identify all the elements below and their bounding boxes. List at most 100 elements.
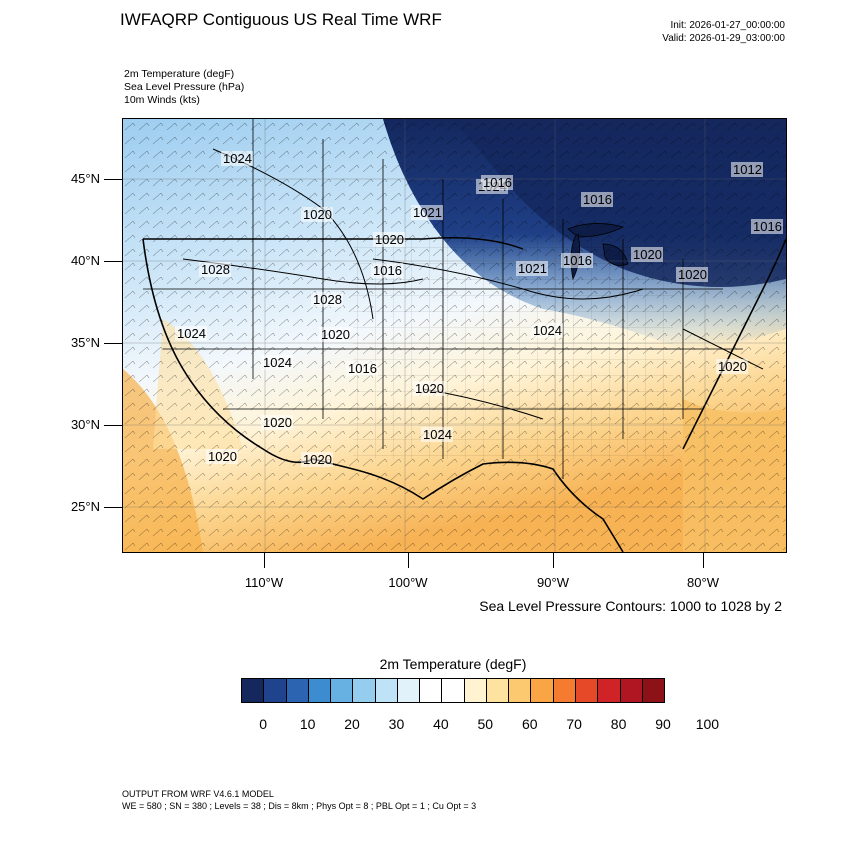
pressure-label: 1020 [263,415,292,430]
lon-tick [408,552,409,568]
pressure-label: 1028 [201,262,230,277]
colorbar-swatch [642,679,665,702]
pressure-label-bg [413,381,445,396]
pressure-label: 1020 [718,359,747,374]
colorbar-swatch [308,679,332,702]
colorbar-tick-label: 30 [388,716,405,732]
model-config: WE = 580 ; SN = 380 ; Levels = 38 ; Dis … [122,801,477,811]
pressure-label-bg [531,323,563,338]
lon-tick [703,552,704,568]
lat-label-30: 30°N [70,417,100,432]
pressure-label: 1016 [563,253,592,268]
pressure-label: 1024 [533,323,562,338]
pressure-label: 1020 [375,232,404,247]
lat-tick [104,425,122,426]
field-pressure: Sea Level Pressure (hPa) [124,81,245,93]
colorbar-title: 2m Temperature (degF) [379,656,527,672]
colorbar-swatch [420,679,443,702]
pressure-label: 1016 [348,361,377,376]
pressure-labels: 1024 1020 1021 1024 1016 1020 1016 1012 1016 1020… [175,151,783,467]
pressure-label-bg [731,162,763,177]
colorbar-swatch [464,679,487,702]
pressure-label-bg [516,261,548,276]
pressure-label: 1016 [373,263,402,278]
colorbar-tick-label: 10 [299,716,316,732]
colorbar-tick-label: 70 [566,716,582,732]
colorbar-swatch [486,679,510,702]
colorbar-swatch [553,679,576,702]
field-temperature: 2m Temperature (degF) [124,68,235,80]
pressure-label: 1016 [753,219,782,234]
pressure-label: 1028 [313,292,342,307]
pressure-label: 1020 [303,207,332,222]
pressure-label-bg [581,192,613,207]
pressure-label: 1021 [413,205,442,220]
colorbar-swatch [286,679,309,702]
pressure-label: 1024 [177,326,206,341]
pressure-label: 1024 [263,355,292,370]
pressure-label-bg [346,361,378,376]
pressure-label: 1020 [303,452,332,467]
pressure-label-bg [311,292,343,307]
pressure-label: 1016 [583,192,612,207]
field-winds: 10m Winds (kts) [124,94,200,106]
pressure-label: 1020 [321,327,350,342]
lon-label-90: 90°W [537,575,569,590]
pressure-label-bg [175,326,207,341]
colorbar-swatch [509,679,532,702]
colorbar-tick-label: 0 [259,716,268,732]
pressure-label-bg [631,247,663,262]
pressure-label-bg [411,205,443,220]
graticule [123,119,786,552]
pressure-label-bg [373,232,405,247]
pressure-label: 1016 [483,175,512,190]
map-title: IWFAQRP Contiguous US Real Time WRF [120,10,442,29]
colorbar-swatch [353,679,376,702]
pressure-label: 1024 [223,151,252,166]
canada-border [143,237,524,250]
colorbar-swatch [620,679,643,702]
pressure-label: 1020 [678,267,707,282]
lat-tick [104,343,122,344]
colorbar-swatch [531,679,554,702]
pressure-label-bg [301,207,333,222]
lat-tick [104,179,122,180]
colorbar-tick-label: 60 [521,716,538,732]
pressure-label-bg [206,449,238,464]
init-time: Init: 2026-01-27_00:00:00 [670,20,785,31]
pressure-label: 1020 [208,449,237,464]
us-border-coast [142,238,624,552]
lat-tick [104,261,122,262]
colorbar-swatch [575,679,599,702]
lon-label-80: 80°W [687,575,719,590]
colorbar-swatch [598,679,621,702]
lat-tick [104,507,122,508]
east-coast [682,238,786,450]
pressure-label: 1012 [733,162,762,177]
pressure-label-bg [481,175,513,190]
lat-label-35: 35°N [70,335,100,350]
pressure-label-bg [199,262,231,277]
model-info: OUTPUT FROM WRF V4.6.1 MODEL [122,789,274,799]
colorbar-swatch [331,679,354,702]
colorbar-tick-label: 20 [344,716,360,732]
colorbar-swatch [264,679,287,702]
colorbar-tick-label: 50 [477,716,494,732]
lon-label-110: 110°W [244,575,284,590]
temperature-colorbar [241,678,665,703]
colorbar-tick-label: 100 [695,716,720,732]
pressure-label-bg [371,263,403,278]
valid-time: Valid: 2026-01-29_03:00:00 [662,33,785,44]
weather-map: 1024 1020 1021 1024 1016 1020 1016 1012 1016 1020… [122,118,787,553]
colorbar-tick-label: 80 [610,716,627,732]
pressure-label-bg [301,452,333,467]
pressure-label-bg [221,151,253,166]
pressure-label-bg [319,327,351,342]
pressure-label: 1020 [633,247,662,262]
lat-label-25: 25°N [70,499,100,514]
colorbar-swatch [242,679,265,702]
pressure-label-bg [261,415,293,430]
pressure-label-bg [676,267,708,282]
pressure-label-bg [261,355,293,370]
contour-note: Sea Level Pressure Contours: 1000 to 102… [479,598,782,614]
